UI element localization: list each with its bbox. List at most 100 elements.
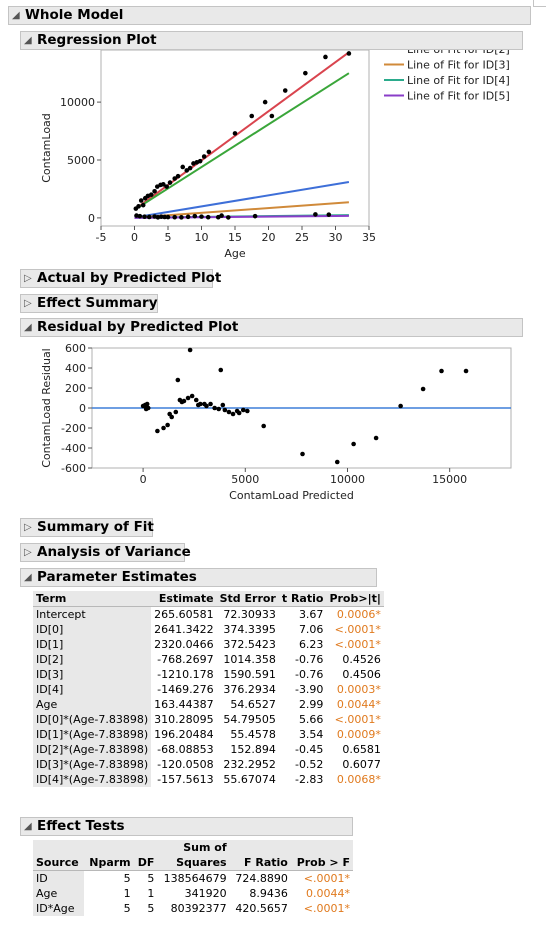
t-ratio-cell: -0.76 <box>294 668 324 681</box>
column-header[interactable]: Prob > F <box>290 855 353 871</box>
source-cell: ID*Age <box>33 901 85 916</box>
collapse-triangle-icon[interactable]: ◢ <box>24 821 32 832</box>
x-tick-label: 20 <box>262 231 276 244</box>
column-header[interactable]: DF <box>133 855 158 871</box>
data-point <box>172 176 177 181</box>
section-title: Effect Summary <box>37 295 158 311</box>
expand-triangle-icon[interactable]: ▷ <box>24 547 32 558</box>
collapse-triangle-icon[interactable]: ◢ <box>24 35 32 46</box>
column-header[interactable]: Prob>|t| <box>326 591 384 607</box>
nparm-cell: 1 <box>123 887 131 900</box>
sum-of-squares-cell: 138564679 <box>163 872 227 885</box>
t-ratio-cell: -0.52 <box>294 758 324 771</box>
estimate-cell: -768.2697 <box>157 653 214 666</box>
collapse-triangle-icon[interactable]: ◢ <box>24 322 32 333</box>
column-header[interactable]: Nparm <box>84 855 134 871</box>
data-point <box>136 204 141 209</box>
data-point <box>252 213 258 219</box>
estimate-cell: 196.20484 <box>154 728 214 741</box>
collapse-triangle-icon[interactable]: ◢ <box>24 572 32 583</box>
analysis-of-variance-header[interactable]: ▷ Analysis of Variance <box>20 543 191 562</box>
data-point <box>167 180 173 185</box>
section-title: Analysis of Variance <box>37 544 191 560</box>
data-point <box>165 214 171 220</box>
x-tick-label: 5000 <box>231 473 259 486</box>
f-ratio-cell: 8.9436 <box>249 887 288 900</box>
section-title: Regression Plot <box>37 32 157 48</box>
estimate-cell: 265.60581 <box>154 608 214 621</box>
term-cell: ID[3]*(Age-7.83898) <box>33 757 152 772</box>
expand-triangle-icon[interactable]: ▷ <box>24 298 32 309</box>
parameter-estimates-header[interactable]: ◢ Parameter Estimates <box>20 568 377 587</box>
legend-entry: Line of Fit for ID[2] <box>407 50 510 56</box>
table-header-row: Term Estimate Std Error t Ratio Prob>|t| <box>33 591 384 607</box>
y-tick-label: 5000 <box>67 154 95 167</box>
table-row: ID[4] -1469.276 376.2934 -3.90 0.0003* <box>33 682 384 697</box>
summary-of-fit-header[interactable]: ▷ Summary of Fit <box>20 518 154 537</box>
term-cell: ID[2]*(Age-7.83898) <box>33 742 152 757</box>
t-ratio-cell: 2.99 <box>298 698 324 711</box>
data-point <box>164 184 169 189</box>
collapse-triangle-icon[interactable]: ◢ <box>12 10 20 21</box>
table-header-row: Source Nparm DF Squares F Ratio Prob > F <box>33 855 353 871</box>
residual-plot-header[interactable]: ◢ Residual by Predicted Plot <box>20 318 523 337</box>
column-header[interactable]: Sum of <box>157 840 230 855</box>
expand-triangle-icon[interactable]: ▷ <box>24 273 32 284</box>
y-tick-label: 200 <box>65 382 86 395</box>
data-point <box>218 367 224 373</box>
data-point <box>184 168 190 173</box>
data-point <box>187 347 193 353</box>
actual-by-predicted-header[interactable]: ▷ Actual by Predicted Plot <box>20 269 221 288</box>
data-point <box>226 215 231 220</box>
data-point <box>261 423 266 429</box>
data-point <box>192 213 198 219</box>
sum-of-squares-cell: 80392377 <box>170 902 227 915</box>
column-header[interactable]: Source <box>33 855 85 871</box>
x-tick-label: 5 <box>165 231 172 244</box>
data-point <box>180 164 186 170</box>
regression-plot-header[interactable]: ◢ Regression Plot <box>20 31 523 50</box>
data-point <box>152 188 157 194</box>
t-ratio-cell: 7.06 <box>298 623 324 636</box>
t-ratio-cell: -3.90 <box>294 683 324 696</box>
term-cell: ID[1] <box>33 637 152 652</box>
data-point <box>185 395 191 401</box>
term-cell: ID[2] <box>33 652 152 667</box>
effect-summary-header[interactable]: ▷ Effect Summary <box>20 294 158 313</box>
data-point <box>144 401 150 407</box>
column-header[interactable]: F Ratio <box>229 855 291 871</box>
df-cell: 5 <box>147 872 155 885</box>
column-header[interactable]: Squares <box>157 855 230 871</box>
data-point <box>269 113 275 119</box>
table-row: ID[1] 2320.0466 372.5423 6.23 <.0001* <box>33 637 384 652</box>
term-cell: Intercept <box>33 606 152 622</box>
data-point <box>169 414 175 420</box>
column-header[interactable]: t Ratio <box>278 591 327 607</box>
whole-model-header[interactable]: ◢ Whole Model <box>8 6 531 25</box>
f-ratio-cell: 420.5657 <box>235 902 288 915</box>
x-axis-label: Age <box>224 247 246 260</box>
x-tick-label: 15000 <box>432 473 467 486</box>
data-point <box>201 154 207 159</box>
expand-triangle-icon[interactable]: ▷ <box>24 522 32 533</box>
y-tick-label: 10000 <box>60 96 95 109</box>
table-row: ID[3]*(Age-7.83898) -120.0508 232.2952 -0.5… <box>33 757 384 772</box>
section-title: Effect Tests <box>37 818 125 834</box>
estimate-cell: -157.5613 <box>157 773 214 786</box>
t-ratio-cell: -0.76 <box>294 653 324 666</box>
data-point <box>262 99 268 105</box>
effect-tests-header[interactable]: ◢ Effect Tests <box>20 817 353 836</box>
data-point <box>185 214 191 220</box>
term-cell: ID[3] <box>33 667 152 682</box>
prob-cell: 0.4526 <box>342 653 381 666</box>
column-header[interactable]: Term <box>33 591 152 607</box>
column-header[interactable]: Estimate <box>151 591 217 607</box>
data-point <box>140 202 146 208</box>
x-tick-label: 10000 <box>330 473 365 486</box>
estimate-cell: 2320.0466 <box>154 638 214 651</box>
table-header-row-top: Sum of <box>33 840 353 855</box>
column-header[interactable]: Std Error <box>216 591 279 607</box>
data-point <box>439 368 444 374</box>
data-point <box>303 70 308 76</box>
prob-cell: <.0001* <box>334 713 381 726</box>
